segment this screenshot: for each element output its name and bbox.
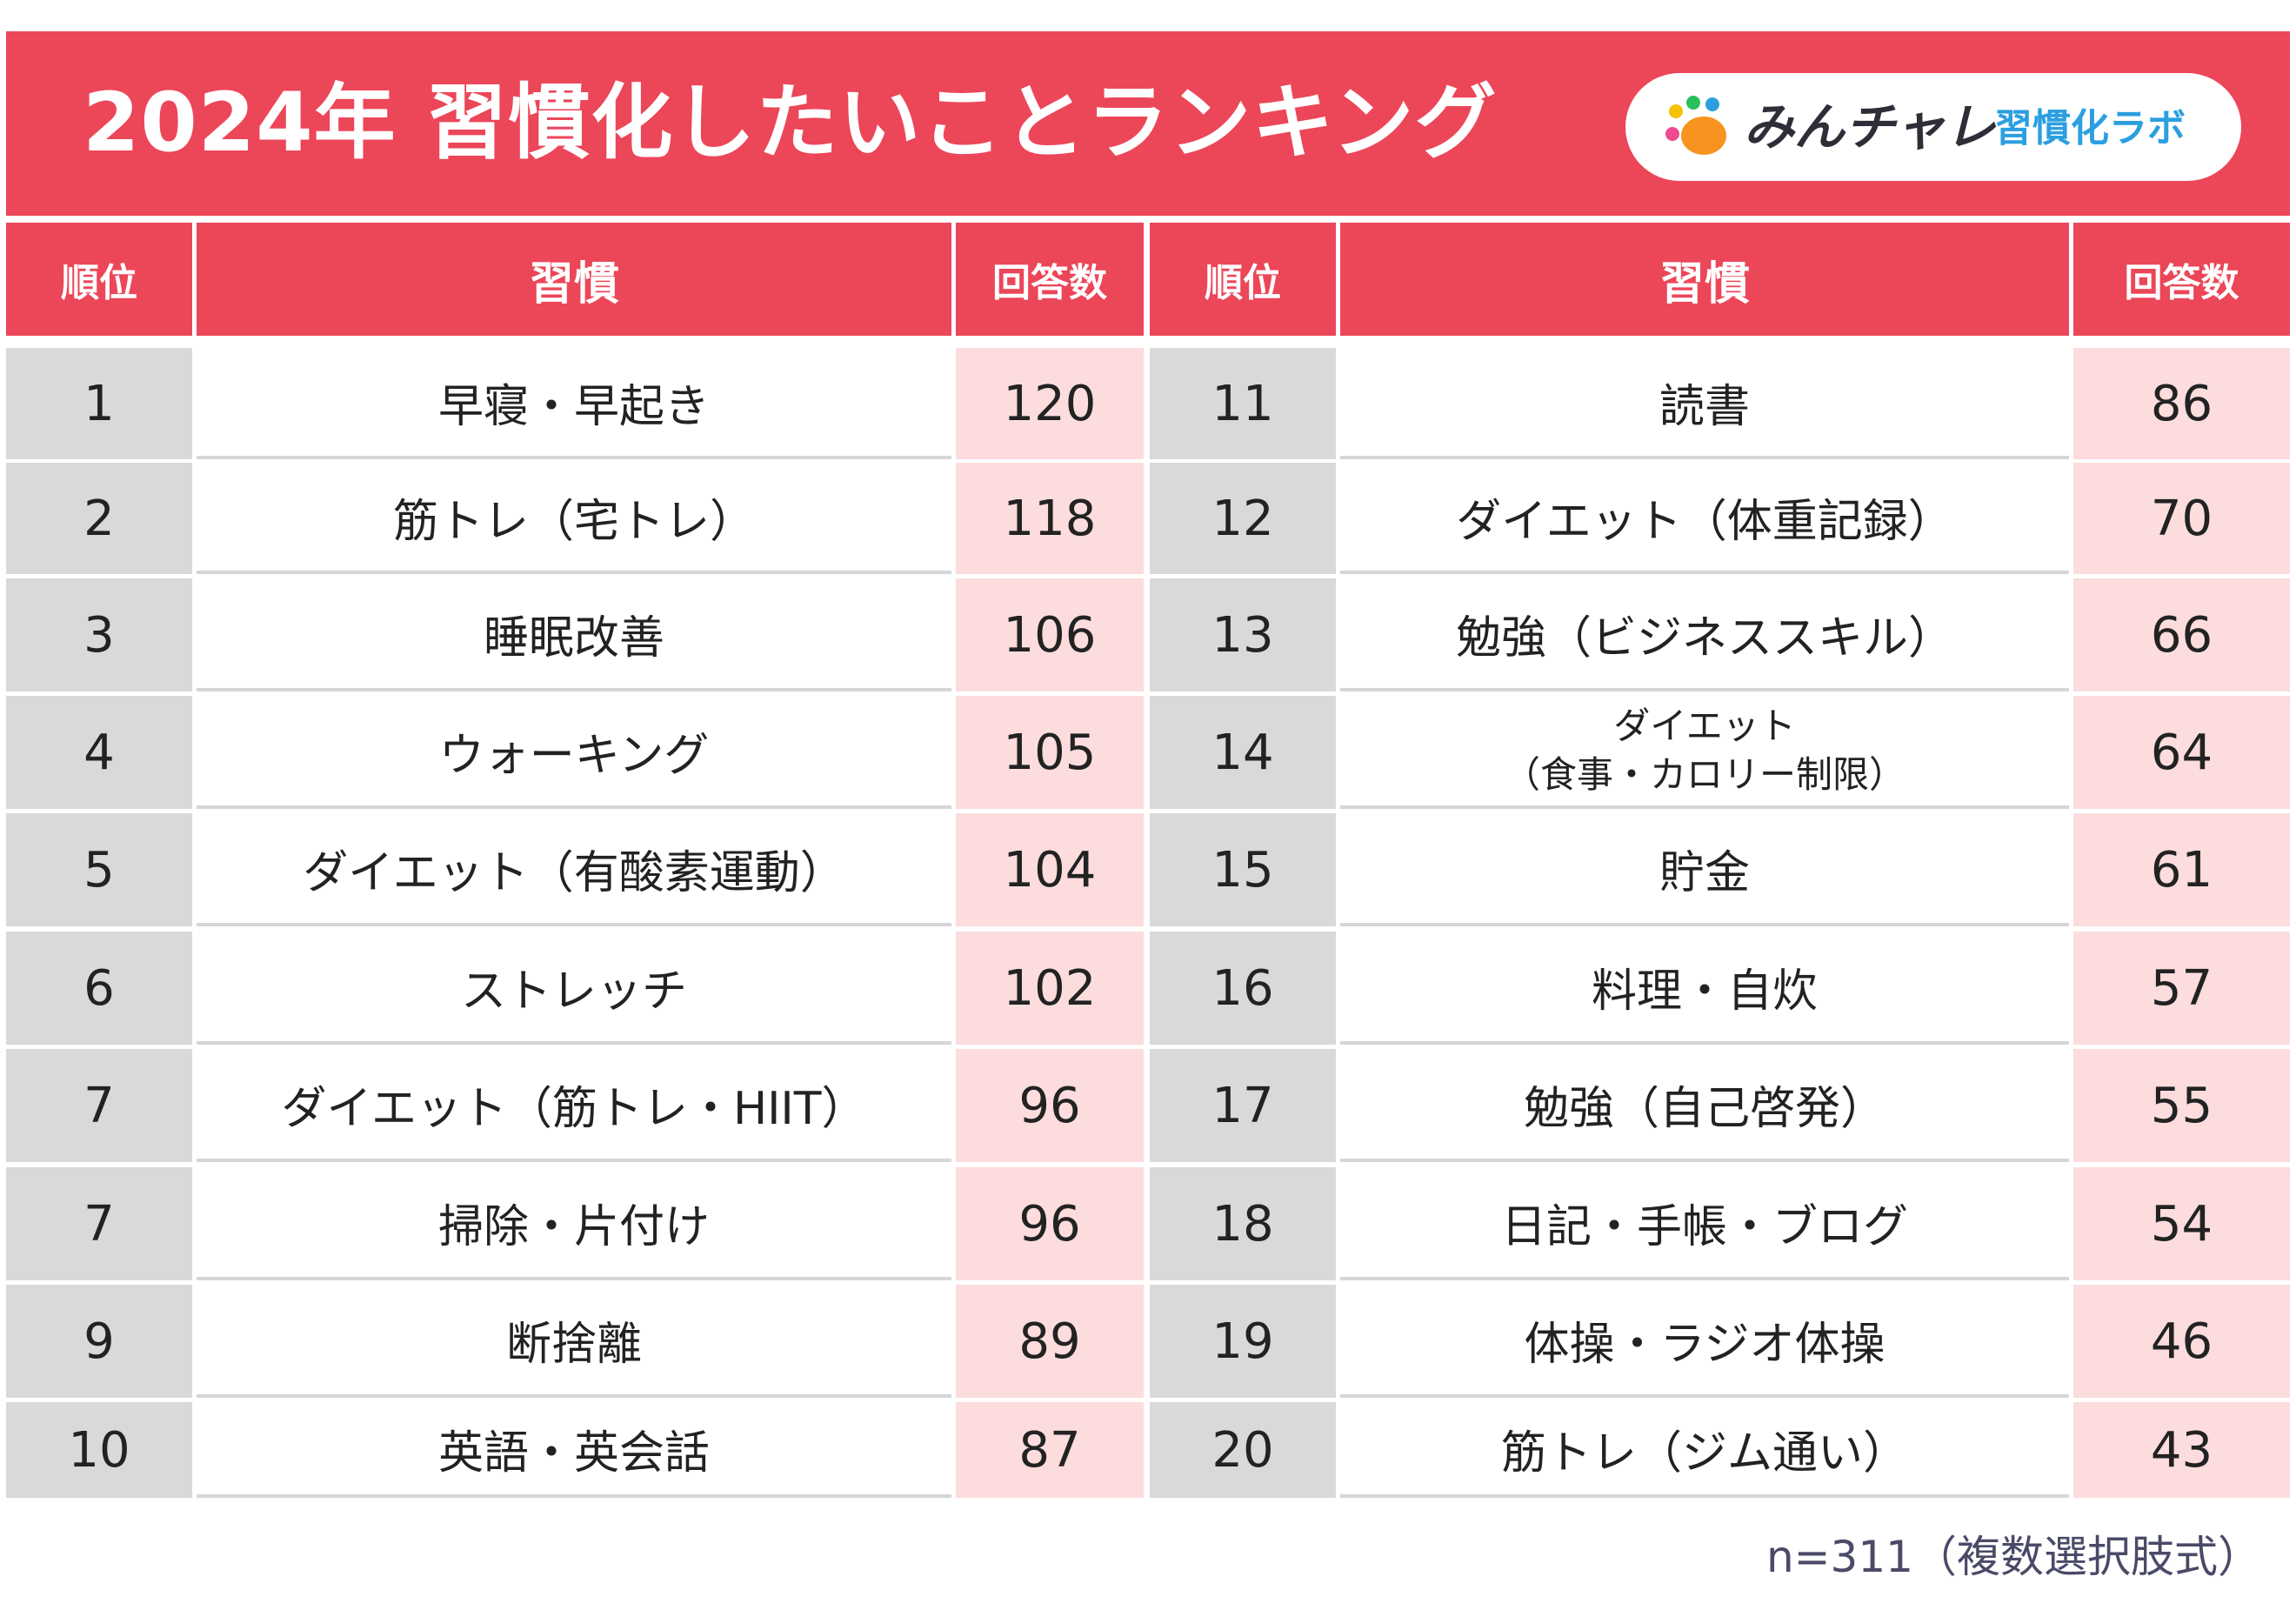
rank-cell: 11 [1150,348,1336,459]
rank-cell: 10 [6,1402,192,1498]
rank-cell: 1 [6,348,192,459]
count-cell: 54 [2073,1167,2290,1280]
habit-cell: ダイエット （食事・カロリー制限） [1340,696,2069,809]
rank-cell: 3 [6,578,192,691]
habit-cell: 料理・自炊 [1340,932,2069,1045]
habit-cell: 勉強（ビジネススキル） [1340,578,2069,691]
count-cell: 118 [956,463,1144,574]
habit-cell: ストレッチ [197,932,951,1045]
rank-cell: 18 [1150,1167,1336,1280]
rank-cell: 14 [1150,696,1336,809]
count-cell: 96 [956,1049,1144,1162]
habit-cell: 断捨離 [197,1285,951,1398]
header-count-left: 回答数 [956,223,1144,336]
rank-cell: 7 [6,1049,192,1162]
logo-brand-text: みんチャレ [1744,97,1996,157]
habit-cell: 英語・英会話 [197,1402,951,1498]
rank-cell: 2 [6,463,192,574]
header-habit-right: 習慣 [1340,223,2069,336]
count-cell: 46 [2073,1285,2290,1398]
header-count-right: 回答数 [2073,223,2290,336]
habit-cell: 筋トレ（ジム通い） [1340,1402,2069,1498]
rank-cell: 17 [1150,1049,1336,1162]
count-cell: 87 [956,1402,1144,1498]
habit-cell: 読書 [1340,348,2069,459]
count-cell: 102 [956,932,1144,1045]
rank-cell: 15 [1150,813,1336,926]
rank-cell: 9 [6,1285,192,1398]
count-cell: 89 [956,1285,1144,1398]
count-cell: 64 [2073,696,2290,809]
habit-cell: 睡眠改善 [197,578,951,691]
habit-line: （食事・カロリー制限） [1503,753,1906,796]
rank-cell: 7 [6,1167,192,1280]
sample-size-note: n=311（複数選択肢式） [1765,1532,2261,1582]
count-cell: 96 [956,1167,1144,1280]
count-cell: 61 [2073,813,2290,926]
habit-cell: 体操・ラジオ体操 [1340,1285,2069,1398]
title-banner: 2024年 習慣化したいことランキング みんチャレ 習慣化ラボ [6,31,2290,216]
header-habit-left: 習慣 [197,223,951,336]
habit-cell: ダイエット（体重記録） [1340,463,2069,574]
count-cell: 105 [956,696,1144,809]
header-rank-right: 順位 [1150,223,1336,336]
count-cell: 86 [2073,348,2290,459]
count-cell: 55 [2073,1049,2290,1162]
habit-cell: 筋トレ（宅トレ） [197,463,951,574]
rank-cell: 6 [6,932,192,1045]
paw-logo-icon [1665,96,1726,155]
habit-cell: ダイエット（筋トレ・HIIT） [197,1049,951,1162]
rank-cell: 13 [1150,578,1336,691]
rank-cell: 16 [1150,932,1336,1045]
habit-cell: 日記・手帳・ブログ [1340,1167,2069,1280]
habit-cell: ダイエット（有酸素運動） [197,813,951,926]
count-cell: 43 [2073,1402,2290,1498]
count-cell: 120 [956,348,1144,459]
habit-cell: 掃除・片付け [197,1167,951,1280]
page-title: 2024年 習慣化したいことランキング [83,76,1498,170]
header-rank-left: 順位 [6,223,192,336]
rank-cell: 4 [6,696,192,809]
habit-line: ダイエット [1613,705,1796,747]
count-cell: 70 [2073,463,2290,574]
logo: みんチャレ 習慣化ラボ [1625,73,2241,181]
habit-cell: 貯金 [1340,813,2069,926]
rank-cell: 19 [1150,1285,1336,1398]
logo-sub-text: 習慣化ラボ [1994,106,2186,150]
habit-cell: 早寝・早起き [197,348,951,459]
count-cell: 57 [2073,932,2290,1045]
count-cell: 106 [956,578,1144,691]
count-cell: 104 [956,813,1144,926]
habit-cell: 勉強（自己啓発） [1340,1049,2069,1162]
habit-cell: ウォーキング [197,696,951,809]
rank-cell: 12 [1150,463,1336,574]
count-cell: 66 [2073,578,2290,691]
rank-cell: 20 [1150,1402,1336,1498]
rank-cell: 5 [6,813,192,926]
